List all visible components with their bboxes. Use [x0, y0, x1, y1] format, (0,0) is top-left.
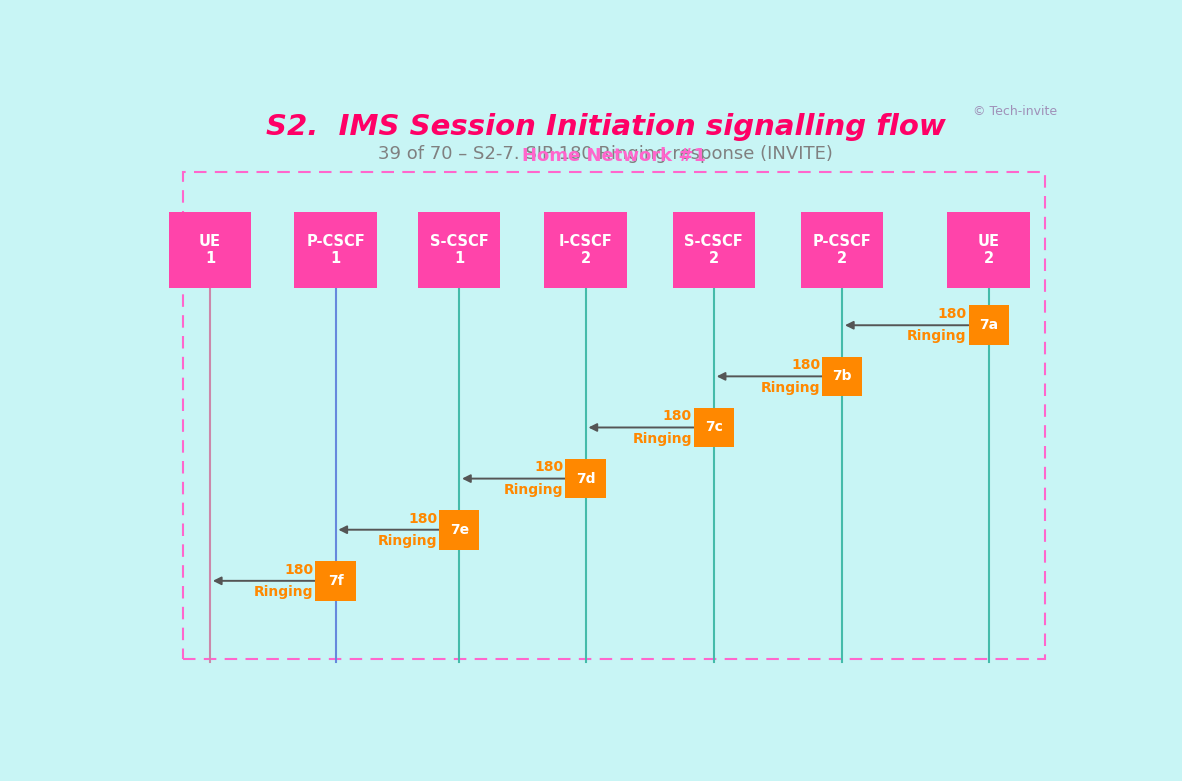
- FancyBboxPatch shape: [694, 408, 734, 448]
- Text: 7a: 7a: [979, 318, 999, 332]
- Text: 7d: 7d: [576, 472, 596, 486]
- Text: 39 of 70 – S2-7. SIP 180 Ringing response (INVITE): 39 of 70 – S2-7. SIP 180 Ringing respons…: [378, 144, 833, 163]
- Text: Ringing: Ringing: [254, 585, 313, 599]
- Text: P-CSCF
2: P-CSCF 2: [813, 234, 871, 266]
- Text: UE
1: UE 1: [199, 234, 221, 266]
- Text: Ringing: Ringing: [761, 380, 820, 394]
- Text: I-CSCF
2: I-CSCF 2: [559, 234, 612, 266]
- FancyBboxPatch shape: [169, 212, 252, 287]
- Text: 7b: 7b: [832, 369, 852, 383]
- Text: 180: 180: [937, 307, 967, 321]
- Text: UE
2: UE 2: [978, 234, 1000, 266]
- FancyBboxPatch shape: [418, 212, 500, 287]
- FancyBboxPatch shape: [294, 212, 377, 287]
- Text: S-CSCF
2: S-CSCF 2: [684, 234, 743, 266]
- Text: P-CSCF
1: P-CSCF 1: [306, 234, 365, 266]
- FancyBboxPatch shape: [821, 356, 862, 396]
- Text: S-CSCF
1: S-CSCF 1: [430, 234, 488, 266]
- FancyBboxPatch shape: [948, 212, 1030, 287]
- FancyBboxPatch shape: [968, 305, 1008, 345]
- FancyBboxPatch shape: [801, 212, 883, 287]
- Text: 180: 180: [408, 512, 437, 526]
- Text: 7f: 7f: [327, 574, 343, 588]
- Text: 180: 180: [285, 562, 313, 576]
- Text: 7c: 7c: [704, 420, 723, 434]
- Text: Ringing: Ringing: [908, 330, 967, 344]
- Text: Ringing: Ringing: [632, 432, 691, 446]
- Text: 180: 180: [791, 358, 820, 373]
- FancyBboxPatch shape: [545, 212, 626, 287]
- FancyBboxPatch shape: [673, 212, 755, 287]
- Text: 180: 180: [534, 460, 564, 474]
- Text: S2.  IMS Session Initiation signalling flow: S2. IMS Session Initiation signalling fl…: [266, 112, 946, 141]
- Text: Home Network #1: Home Network #1: [522, 147, 706, 165]
- Bar: [182, 172, 1045, 659]
- Text: 7e: 7e: [449, 522, 469, 537]
- FancyBboxPatch shape: [565, 458, 605, 498]
- Text: Ringing: Ringing: [505, 483, 564, 497]
- FancyBboxPatch shape: [316, 561, 356, 601]
- FancyBboxPatch shape: [439, 510, 480, 550]
- Text: Ringing: Ringing: [378, 534, 437, 548]
- Text: 180: 180: [663, 409, 691, 423]
- Text: © Tech-invite: © Tech-invite: [973, 105, 1058, 118]
